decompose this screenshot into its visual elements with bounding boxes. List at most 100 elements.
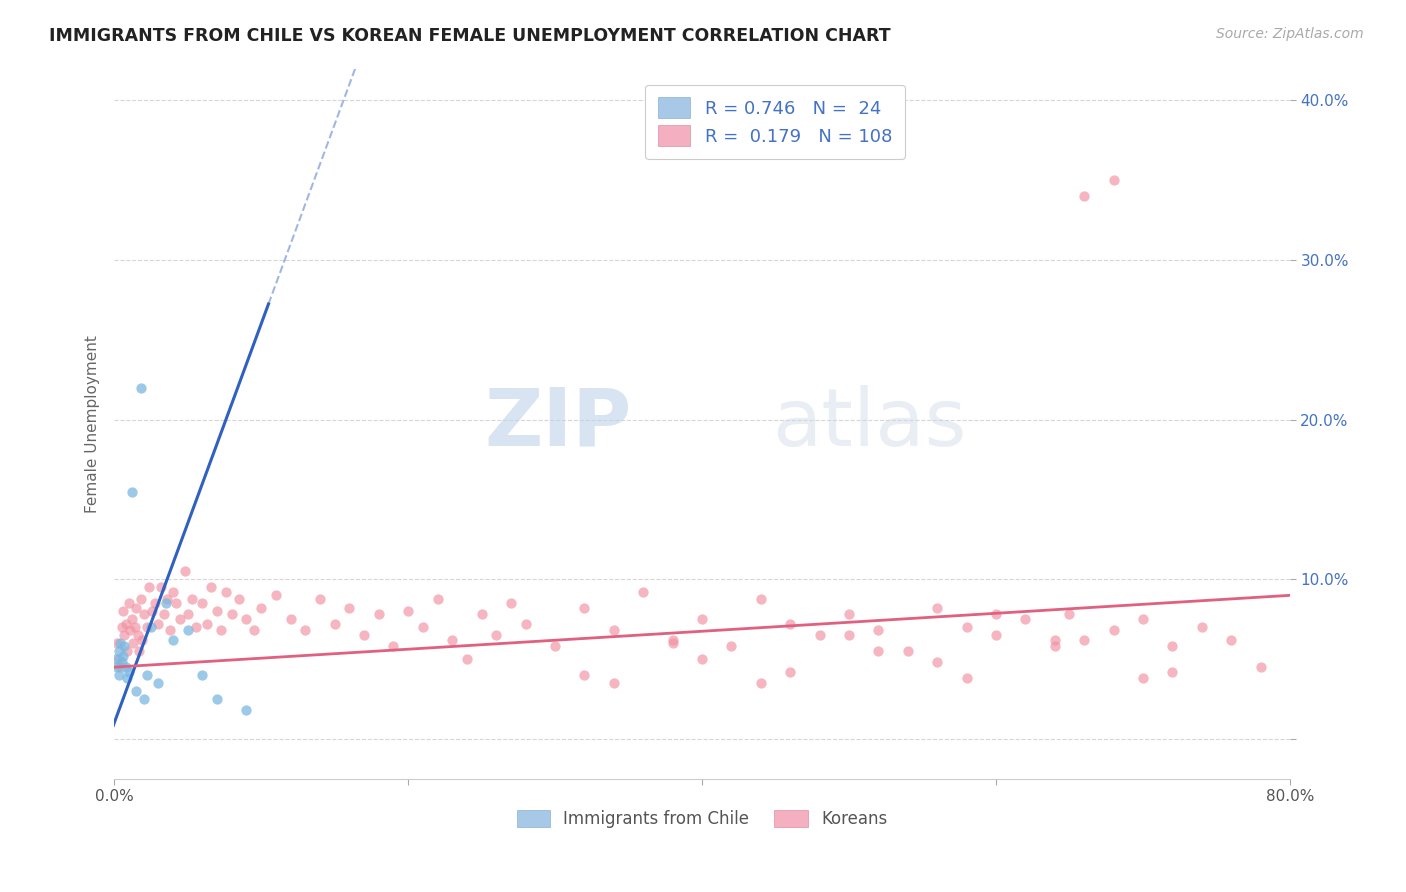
Point: [111, 648, 134, 663]
Point: [927, 656, 949, 670]
Point: [115, 617, 138, 632]
Point: [105, 660, 128, 674]
Point: [107, 668, 129, 682]
Point: [984, 628, 1007, 642]
Point: [162, 585, 184, 599]
Point: [574, 668, 596, 682]
Point: [186, 620, 208, 634]
Text: atlas: atlas: [772, 384, 967, 463]
Point: [984, 607, 1007, 622]
Text: ZIP: ZIP: [484, 384, 631, 463]
Point: [108, 660, 131, 674]
Point: [195, 617, 218, 632]
Point: [603, 624, 626, 638]
Point: [499, 596, 522, 610]
Point: [544, 640, 567, 654]
Point: [135, 668, 157, 682]
Point: [205, 692, 228, 706]
Point: [128, 644, 150, 658]
Point: [117, 671, 139, 685]
Point: [1014, 612, 1036, 626]
Point: [132, 692, 155, 706]
Point: [1073, 189, 1095, 203]
Point: [125, 601, 148, 615]
Point: [191, 596, 214, 610]
Point: [838, 607, 860, 622]
Point: [412, 620, 434, 634]
Point: [176, 624, 198, 638]
Point: [485, 628, 508, 642]
Point: [1161, 640, 1184, 654]
Point: [897, 644, 920, 658]
Point: [205, 604, 228, 618]
Point: [1043, 640, 1066, 654]
Point: [153, 607, 176, 622]
Point: [211, 624, 233, 638]
Point: [235, 703, 257, 717]
Point: [426, 591, 449, 606]
Point: [1102, 624, 1125, 638]
Point: [122, 636, 145, 650]
Point: [471, 607, 494, 622]
Point: [868, 644, 890, 658]
Point: [108, 636, 131, 650]
Point: [574, 601, 596, 615]
Point: [169, 612, 191, 626]
Point: [690, 612, 713, 626]
Point: [135, 620, 157, 634]
Point: [156, 591, 179, 606]
Point: [148, 676, 170, 690]
Point: [173, 565, 195, 579]
Point: [107, 652, 129, 666]
Point: [927, 601, 949, 615]
Point: [129, 381, 152, 395]
Point: [118, 665, 141, 679]
Point: [353, 628, 375, 642]
Point: [181, 591, 204, 606]
Point: [165, 596, 187, 610]
Point: [250, 601, 273, 615]
Point: [110, 620, 132, 634]
Point: [264, 588, 287, 602]
Point: [1132, 671, 1154, 685]
Point: [1043, 633, 1066, 648]
Point: [162, 633, 184, 648]
Point: [176, 607, 198, 622]
Point: [515, 617, 537, 632]
Text: Source: ZipAtlas.com: Source: ZipAtlas.com: [1216, 27, 1364, 41]
Point: [221, 607, 243, 622]
Point: [955, 620, 977, 634]
Point: [1250, 660, 1272, 674]
Point: [114, 640, 136, 654]
Point: [690, 652, 713, 666]
Point: [456, 652, 478, 666]
Point: [337, 601, 360, 615]
Point: [235, 612, 257, 626]
Point: [200, 580, 222, 594]
Point: [720, 640, 742, 654]
Point: [1132, 612, 1154, 626]
Point: [107, 644, 129, 658]
Point: [148, 617, 170, 632]
Point: [111, 604, 134, 618]
Point: [215, 585, 238, 599]
Point: [323, 617, 346, 632]
Text: IMMIGRANTS FROM CHILE VS KOREAN FEMALE UNEMPLOYMENT CORRELATION CHART: IMMIGRANTS FROM CHILE VS KOREAN FEMALE U…: [49, 27, 891, 45]
Point: [131, 633, 153, 648]
Point: [1059, 607, 1081, 622]
Point: [120, 624, 142, 638]
Point: [779, 665, 801, 679]
Point: [1073, 633, 1095, 648]
Point: [141, 604, 163, 618]
Point: [117, 644, 139, 658]
Point: [104, 652, 127, 666]
Point: [1161, 665, 1184, 679]
Point: [132, 607, 155, 622]
Point: [138, 580, 160, 594]
Point: [294, 624, 316, 638]
Point: [125, 684, 148, 698]
Point: [1191, 620, 1213, 634]
Point: [115, 660, 138, 674]
Point: [114, 628, 136, 642]
Point: [441, 633, 464, 648]
